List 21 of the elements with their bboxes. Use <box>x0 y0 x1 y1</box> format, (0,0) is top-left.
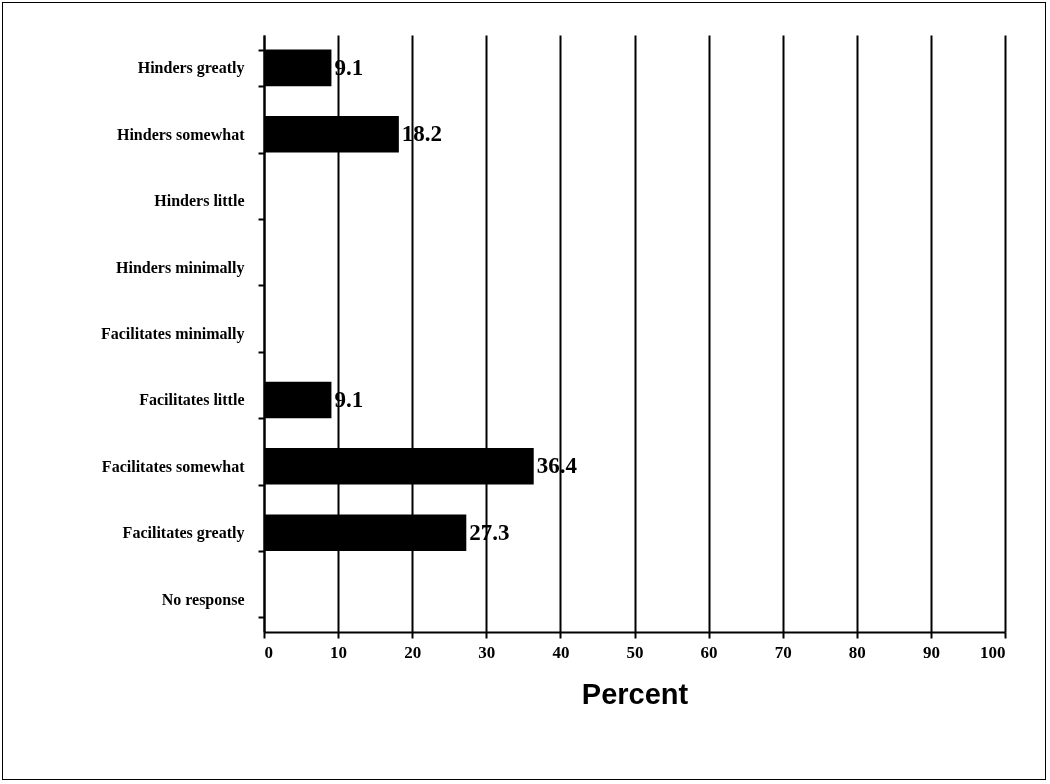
x-tick-label: 70 <box>774 642 792 662</box>
x-tick-label: 30 <box>478 642 496 662</box>
x-tick-label: 80 <box>848 642 866 662</box>
y-tick-label: Hinders somewhat <box>116 125 246 143</box>
y-tick-label: Hinders minimally <box>116 258 245 277</box>
x-tick-label: 60 <box>700 642 718 662</box>
x-tick-label: 90 <box>922 642 940 662</box>
x-tick-label: 10 <box>330 642 348 662</box>
x-tick-label: 0 <box>264 642 273 662</box>
x-tick-label: 100 <box>980 642 1006 662</box>
x-tick-label: 20 <box>404 642 422 662</box>
y-tick-label: Facilitates somewhat <box>101 457 246 475</box>
y-tick-label: No response <box>161 590 245 609</box>
y-tick-label: Hinders greatly <box>137 59 245 78</box>
y-tick-label: Facilitates minimally <box>100 325 245 343</box>
y-tick-label: Facilitates greatly <box>122 524 245 543</box>
x-tick-label: 40 <box>552 642 570 662</box>
x-axis-title: Percent <box>581 677 689 710</box>
x-tick-label: 50 <box>626 642 644 662</box>
y-tick-label: Facilitates little <box>139 391 245 409</box>
y-tick-label: Hinders little <box>154 192 245 210</box>
